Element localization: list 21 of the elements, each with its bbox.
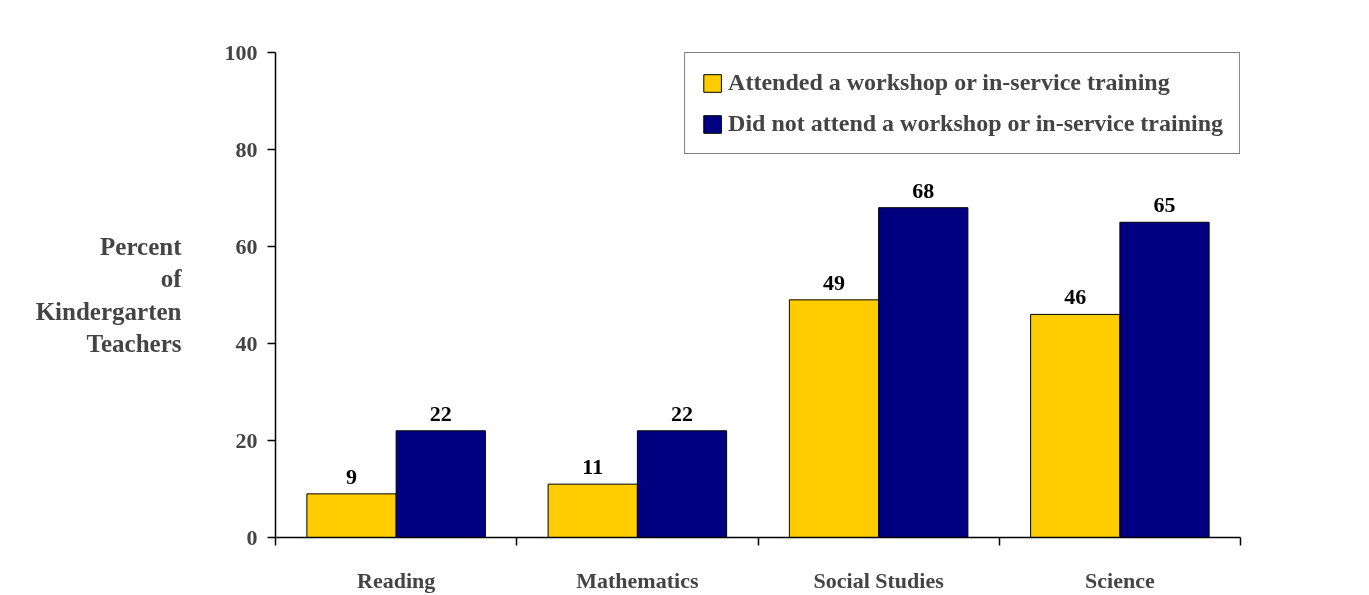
data-label: 11	[582, 454, 604, 480]
y-tick-label: 80	[235, 136, 258, 162]
y-tick-label: 60	[235, 233, 258, 259]
data-label: 46	[1064, 284, 1087, 310]
x-tick-label: Mathematics	[576, 567, 699, 593]
data-label: 9	[345, 463, 357, 489]
legend-label: Did not attend a workshop or in-service training	[728, 110, 1223, 137]
data-label: 65	[1153, 192, 1176, 218]
x-tick-label: Science	[1085, 567, 1155, 593]
y-tick-label: 40	[235, 330, 258, 356]
legend-label: Attended a workshop or in-service training	[728, 69, 1170, 96]
y-tick-label: 0	[246, 524, 258, 550]
x-tick-label: Reading	[357, 567, 436, 593]
data-label: 22	[429, 400, 452, 426]
data-label: 22	[671, 400, 694, 426]
data-label: 49	[822, 269, 845, 295]
y-tick-label: 20	[235, 427, 258, 453]
data-label: 68	[912, 177, 935, 203]
y-axis-title: Percent of Kindergarten Teachers	[35, 232, 183, 358]
x-tick-label: Social Studies	[813, 567, 945, 593]
y-tick-label: 100	[224, 39, 258, 65]
